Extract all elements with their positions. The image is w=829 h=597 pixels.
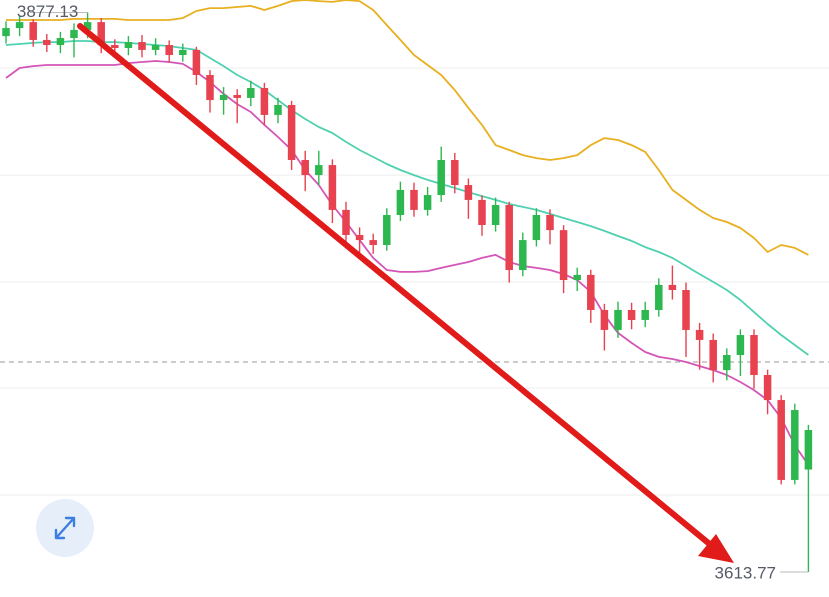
min-label: 3613.77 [715,563,776,582]
candle-body [342,209,350,235]
candle-body [573,274,581,281]
candle-body [559,230,568,281]
lines [5,0,810,466]
candle-body [355,234,364,241]
moving-average-line [5,60,810,466]
candle-body [151,45,160,50]
candle-body [124,42,133,49]
candle-body [491,205,500,225]
candle-body [301,159,309,176]
candle-body [383,215,391,245]
candle-body [369,240,377,245]
candle-body [410,189,418,210]
candle-body [423,195,432,210]
candle-body [287,104,296,160]
candle-body [260,87,269,115]
candle-body [43,39,51,46]
candle-body [519,240,527,271]
candle-body [83,22,92,30]
arrow-head [698,534,734,563]
candle-body [274,104,282,115]
max-label: 3877.13 [17,2,78,21]
candle-body [451,159,459,186]
candle-body [206,74,214,101]
candle-body [396,189,405,216]
candle-body [247,87,255,98]
candle-body [750,335,758,375]
candle-body [464,185,473,200]
candle-body [627,309,636,320]
labels: 3877.13 3613.77 [17,2,809,582]
candle-body [179,49,187,56]
candle-body [804,430,813,470]
expand-button[interactable] [36,499,94,557]
candle-body [587,274,595,310]
candle-body [15,22,24,29]
candle-body [641,309,649,320]
candle-body [315,165,323,176]
candle-body [777,400,785,480]
candle-body [233,94,241,98]
candle-body [2,28,10,37]
candle-body [532,215,541,241]
candle-body [29,22,37,40]
candle-body [736,335,745,356]
candle-body [668,284,677,291]
candle-body [655,284,663,310]
candle-body [763,374,772,401]
candle-body [219,94,228,101]
candle-body [56,38,65,46]
candle-body [97,22,105,46]
candle-body [682,290,690,330]
candle-body [478,199,486,225]
candles [2,12,813,572]
candle-body [600,309,609,330]
candle-body [437,159,445,196]
grid [0,67,829,496]
candle-body [70,29,78,39]
candle-body [709,339,717,371]
candle-body [614,309,622,330]
expand-icon[interactable] [54,516,76,540]
candle-body [328,165,337,210]
candle-body [138,42,146,50]
candle-body [505,205,513,271]
candle-body [546,215,554,231]
candle-body [695,329,704,340]
candle-body [111,45,119,49]
candle-body [165,45,173,56]
moving-average-line [6,0,809,256]
candle-body [791,410,799,480]
candle-body [723,355,731,371]
candle-body [192,49,201,75]
arrow-shaft [77,23,715,549]
trend-arrow [77,23,734,563]
